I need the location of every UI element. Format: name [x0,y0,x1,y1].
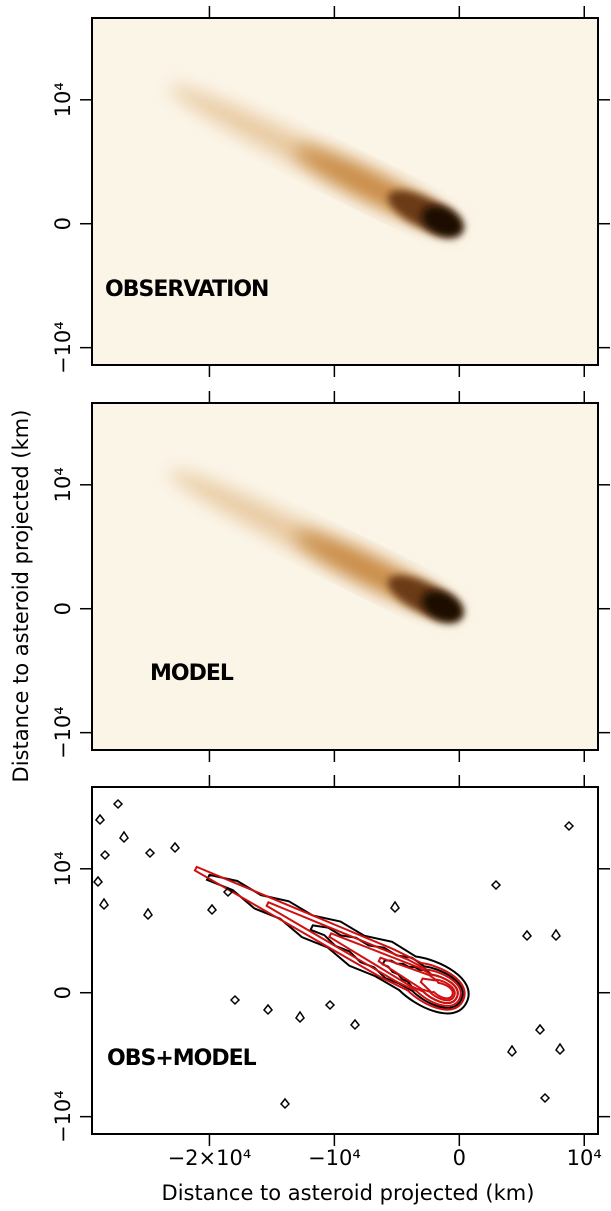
contour-model [193,865,466,1011]
contour-speck [169,841,181,854]
panel-label: MODEL [150,661,234,686]
panel-frame [91,17,599,366]
contour-speck [507,1044,517,1058]
panel-background [92,403,598,750]
contour-speck [143,907,153,921]
x-tick-label: −2×10⁴ [168,1146,252,1170]
x-tick-label: 10⁴ [567,1146,602,1170]
panel-background [92,787,598,1134]
comet-nucleus [421,590,464,623]
contour-speck [521,929,533,942]
contour-speck [99,849,111,861]
y-tick-label: 10⁴ [51,467,75,502]
comet [193,865,470,1015]
x-tick-label: −10⁴ [308,1146,361,1170]
comet [168,470,464,623]
panel-label: OBS+MODEL [107,1046,257,1071]
contour-speck [144,847,156,859]
contour-speck [551,928,561,942]
contour-model [265,901,462,1007]
y-tick-label: −10⁴ [51,706,75,759]
contour-model [377,956,456,1002]
contour-speck [534,1023,546,1036]
y-tick-label: 10⁴ [51,851,75,886]
contour-speck [279,1097,291,1110]
y-tick-label: 0 [51,217,75,230]
panel-frame [91,786,599,1135]
contour-speck [112,798,124,810]
contour-speck [262,1003,274,1016]
x-tick-label: 0 [453,1146,466,1170]
contour-speck [349,1018,361,1031]
contour-speck [490,879,502,891]
contour-speck [563,820,575,832]
contour-speck [390,900,400,914]
panel-label: OBSERVATION [105,277,268,302]
panel-background [92,18,598,365]
y-axis-label: Distance to asteroid projected (km) [9,410,33,783]
contour-speck [206,903,218,916]
x-axis-label: Distance to asteroid projected (km) [162,1181,535,1205]
comet-nucleus [421,205,464,238]
contour-speck [94,813,106,826]
y-tick-label: 0 [51,986,75,999]
contour-obs [309,924,464,1009]
contour-speck [555,1042,565,1056]
contour-speck [324,999,336,1011]
y-tick-label: −10⁴ [51,321,75,374]
contour-speck [99,897,109,911]
comet [168,85,464,238]
contour-model [328,932,459,1005]
contour-speck [92,875,104,888]
contour-speck [295,1010,305,1024]
panel-frame [91,402,599,751]
y-tick-label: 0 [51,602,75,615]
contour-speck [222,886,234,898]
contour-model [419,977,454,1000]
contour-speck [119,830,129,844]
y-tick-label: 10⁴ [51,82,75,117]
contour-speck [229,994,241,1006]
y-tick-label: −10⁴ [51,1090,75,1143]
contour-speck [539,1092,551,1104]
